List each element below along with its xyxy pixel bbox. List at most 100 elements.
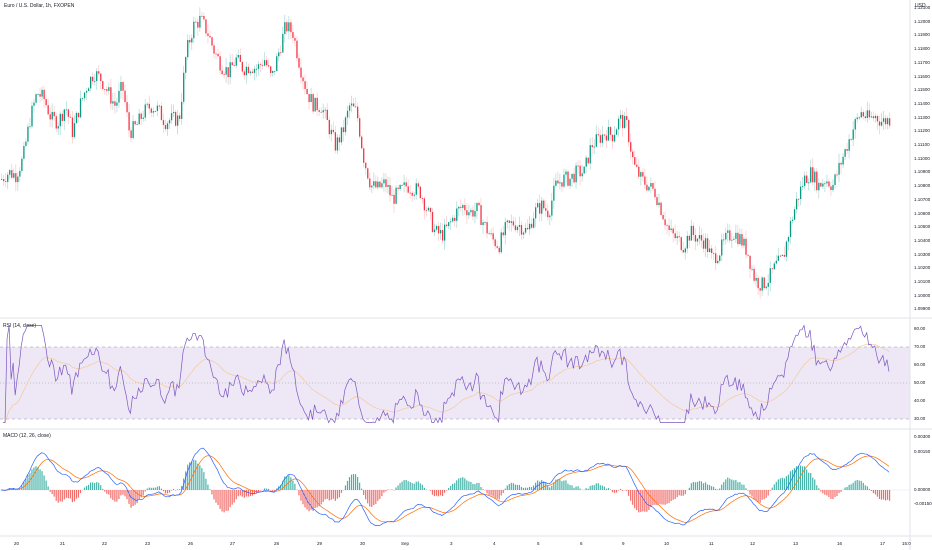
candle (290, 22, 292, 33)
price-tick: 1.10300 (914, 251, 931, 257)
macd-histogram-bar (500, 490, 502, 496)
candle (601, 134, 604, 143)
candle (71, 117, 74, 137)
macd-histogram-bar (864, 485, 866, 490)
macd-histogram-bar (751, 490, 753, 497)
macd-histogram-bar (763, 490, 765, 500)
macd-histogram-bar (231, 490, 233, 505)
candle (739, 234, 741, 245)
macd-histogram-bar (589, 485, 591, 490)
macd-histogram-bar (164, 490, 167, 494)
macd-histogram-bar (142, 490, 144, 496)
candle (508, 220, 511, 223)
price-tick: 1.11200 (914, 128, 930, 134)
candle (437, 226, 440, 234)
macd-histogram-bar (263, 488, 266, 490)
candle (425, 210, 428, 212)
candle (340, 127, 343, 143)
candle (443, 224, 446, 241)
rsi-pane[interactable] (0, 324, 910, 424)
macd-histogram-bar (492, 490, 494, 497)
macd-histogram-bar (286, 476, 288, 490)
macd-histogram-bar (524, 487, 527, 490)
macd-histogram-bar (601, 485, 603, 490)
candle (583, 166, 585, 174)
candle (814, 171, 816, 183)
macd-histogram-bar (700, 481, 703, 490)
price-tick: 1.12100 (914, 5, 931, 10)
candle (407, 186, 409, 193)
candle (460, 206, 462, 208)
candle (205, 19, 207, 34)
macd-histogram-bar (413, 483, 415, 490)
candle (882, 118, 885, 122)
candle (63, 109, 66, 121)
candle (795, 198, 798, 210)
macd-histogram-bar (717, 489, 719, 490)
candle (433, 229, 436, 233)
candle (672, 228, 674, 234)
candle (850, 139, 852, 141)
macd-histogram-bar (310, 490, 312, 510)
macd-histogram-bar (257, 490, 260, 492)
macd-histogram-bar (561, 481, 563, 490)
candle (842, 156, 844, 165)
macd-histogram-bar (854, 480, 856, 490)
macd-histogram-bar (122, 490, 124, 495)
candle (13, 173, 15, 178)
candle (810, 167, 812, 183)
candle (868, 110, 871, 118)
macd-histogram-bar (90, 482, 92, 490)
macd-line (0, 447, 890, 526)
macd-histogram-bar (828, 490, 830, 498)
candle (670, 228, 672, 231)
candle (692, 225, 695, 236)
macd-histogram-bar (363, 490, 365, 495)
candle (686, 235, 689, 249)
candle (668, 225, 670, 231)
candle (854, 119, 856, 130)
macd-histogram-bar (87, 484, 90, 490)
candle (526, 227, 529, 230)
candle (255, 68, 258, 70)
candle (755, 277, 757, 281)
macd-histogram-bar (437, 490, 440, 497)
candle (458, 206, 460, 209)
macd-histogram-bar (482, 489, 484, 490)
candle (840, 162, 842, 165)
candle (484, 222, 486, 223)
macd-histogram-bar (852, 482, 854, 490)
macd-histogram-bar (359, 482, 361, 490)
candle (124, 90, 126, 103)
macd-histogram-bar (799, 465, 802, 490)
candle (134, 121, 136, 125)
macd-histogram-bar (836, 490, 838, 496)
candle (870, 116, 873, 118)
candle (763, 277, 765, 289)
candle (743, 238, 745, 246)
candle (181, 101, 183, 119)
macd-histogram-bar (559, 479, 561, 490)
macd-histogram-bar (474, 484, 476, 490)
candle (383, 179, 385, 184)
macd-histogram-bar (405, 479, 407, 490)
macd-histogram-bar (476, 482, 478, 490)
price-pane[interactable] (1, 7, 891, 299)
macd-histogram-bar (638, 490, 640, 513)
candle (844, 149, 846, 157)
candle (680, 237, 682, 251)
candle (664, 219, 666, 226)
candle (199, 15, 201, 28)
macd-histogram-bar (156, 486, 158, 490)
candle (179, 115, 181, 119)
macd-histogram-bar (822, 490, 824, 494)
price-tick: 1.11500 (914, 87, 930, 93)
macd-histogram-bar (369, 490, 371, 507)
macd-histogram-bar (494, 490, 496, 499)
candle (799, 186, 802, 199)
candle (650, 183, 652, 187)
macd-pane[interactable] (0, 447, 910, 526)
time-tick: 9 (622, 541, 625, 546)
